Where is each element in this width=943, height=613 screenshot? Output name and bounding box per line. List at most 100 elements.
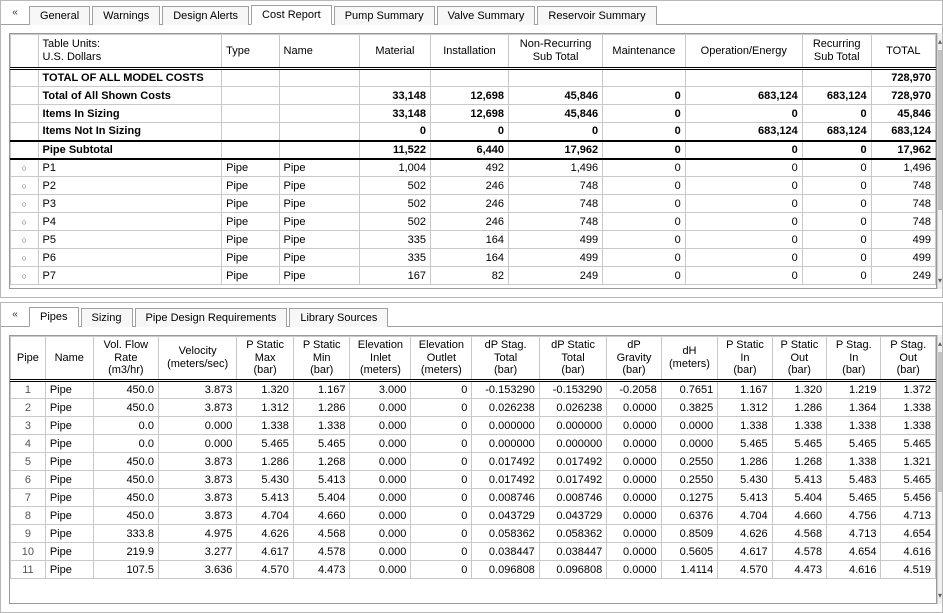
pipes-header-0[interactable]: Pipe — [11, 337, 46, 381]
pipes-r11-c8: 0.096808 — [472, 561, 539, 579]
collapse-top-icon[interactable]: « — [5, 4, 25, 24]
cost-row-P2-c0[interactable]: ○ — [11, 177, 39, 195]
cost-row-P1-c0[interactable]: ○ — [11, 159, 39, 177]
cost-header-3[interactable]: Name — [279, 35, 359, 69]
pipes-header-11[interactable]: dH(meters) — [661, 337, 718, 381]
pipes-r8-c6: 0.000 — [350, 507, 411, 525]
pipes-r9-c0[interactable]: 9 — [11, 525, 46, 543]
bottom-tab-strip: « PipesSizingPipe Design RequirementsLib… — [1, 303, 942, 327]
pipes-r3-c0[interactable]: 3 — [11, 417, 46, 435]
pipes-r7-c9: 0.008746 — [539, 489, 606, 507]
cost-row-P6-c4: 335 — [359, 249, 430, 267]
pipes-grid[interactable]: PipeNameVol. FlowRate(m3/hr)Velocity(met… — [9, 335, 937, 604]
cost-row-P6-c0[interactable]: ○ — [11, 249, 39, 267]
cost-row-P6-c2: Pipe — [222, 249, 279, 267]
pipes-r4-c0[interactable]: 4 — [11, 435, 46, 453]
pipes-r4-c9: 0.000000 — [539, 435, 606, 453]
cost-row-P7-c8: 0 — [685, 267, 802, 285]
cost-row-P4-c8: 0 — [685, 213, 802, 231]
scroll-down-icon[interactable]: ▾ — [938, 587, 942, 604]
cost-row-P5-c5: 164 — [430, 231, 508, 249]
pipes-r10-c0[interactable]: 10 — [11, 543, 46, 561]
bottom-tab-sizing[interactable]: Sizing — [81, 308, 133, 327]
scroll-thumb[interactable] — [938, 352, 942, 492]
cost-header-9[interactable]: RecurringSub Total — [802, 35, 871, 69]
top-tab-strip: « GeneralWarningsDesign AlertsCost Repor… — [1, 1, 942, 25]
cost-header-2[interactable]: Type — [222, 35, 279, 69]
pipes-r5-c12: 1.286 — [718, 453, 772, 471]
pipes-header-14[interactable]: P Stag.In(bar) — [827, 337, 881, 381]
pipes-header-9[interactable]: dP StaticTotal(bar) — [539, 337, 606, 381]
cost-row-P3-c0[interactable]: ○ — [11, 195, 39, 213]
top-tab-warnings[interactable]: Warnings — [92, 6, 160, 25]
cost-header-4[interactable]: Material — [359, 35, 430, 69]
pipes-r6-c9: 0.017492 — [539, 471, 606, 489]
cost-header-1[interactable]: Table Units:U.S. Dollars — [38, 35, 222, 69]
pipes-header-12[interactable]: P StaticIn(bar) — [718, 337, 772, 381]
pipes-r6-c0[interactable]: 6 — [11, 471, 46, 489]
cost-row-P3-c7: 0 — [603, 195, 686, 213]
cost-summary-r3-c10: 683,124 — [871, 123, 935, 141]
bottom-tab-pipe-design-requirements[interactable]: Pipe Design Requirements — [135, 308, 288, 327]
top-tab-general[interactable]: General — [29, 6, 90, 25]
cost-row-P7-c1: P7 — [38, 267, 222, 285]
pipes-header-2[interactable]: Vol. FlowRate(m3/hr) — [93, 337, 158, 381]
scroll-up-icon[interactable]: ▴ — [938, 335, 942, 352]
top-tab-pump-summary[interactable]: Pump Summary — [334, 6, 435, 25]
top-tab-cost-report[interactable]: Cost Report — [251, 5, 332, 25]
pipes-r7-c3: 3.873 — [158, 489, 236, 507]
pipes-r7-c1: Pipe — [45, 489, 93, 507]
pipes-r2-c15: 1.338 — [881, 399, 936, 417]
top-tab-valve-summary[interactable]: Valve Summary — [437, 6, 536, 25]
pipes-r2-c5: 1.286 — [293, 399, 350, 417]
cost-row-P1-c4: 1,004 — [359, 159, 430, 177]
collapse-bottom-icon[interactable]: « — [5, 306, 25, 326]
pipes-header-3[interactable]: Velocity(meters/sec) — [158, 337, 236, 381]
bottom-tab-library-sources[interactable]: Library Sources — [289, 308, 388, 327]
bottom-vertical-scrollbar[interactable]: ▴ ▾ — [937, 335, 942, 604]
pipes-header-5[interactable]: P StaticMin(bar) — [293, 337, 350, 381]
scroll-thumb[interactable] — [938, 50, 942, 210]
pipes-r11-c9: 0.096808 — [539, 561, 606, 579]
pipes-r8-c13: 4.660 — [772, 507, 826, 525]
bottom-tab-pipes[interactable]: Pipes — [29, 307, 79, 327]
cost-summary-r3-c8: 683,124 — [685, 123, 802, 141]
cost-header-5[interactable]: Installation — [430, 35, 508, 69]
pipes-header-13[interactable]: P StaticOut(bar) — [772, 337, 826, 381]
pipes-r11-c0[interactable]: 11 — [11, 561, 46, 579]
pipes-r8-c0[interactable]: 8 — [11, 507, 46, 525]
pipes-r5-c1: Pipe — [45, 453, 93, 471]
cost-report-grid[interactable]: Table Units:U.S. DollarsTypeNameMaterial… — [9, 33, 937, 289]
cost-header-0[interactable] — [11, 35, 39, 69]
top-tab-design-alerts[interactable]: Design Alerts — [162, 6, 249, 25]
top-vertical-scrollbar[interactable]: ▴ ▾ — [937, 33, 942, 289]
cost-row-P7-c0[interactable]: ○ — [11, 267, 39, 285]
pipes-header-6[interactable]: ElevationInlet(meters) — [350, 337, 411, 381]
pipes-r8-c2: 450.0 — [93, 507, 158, 525]
pipes-header-10[interactable]: dPGravity(bar) — [607, 337, 661, 381]
scroll-up-icon[interactable]: ▴ — [938, 33, 942, 50]
pipes-r6-c8: 0.017492 — [472, 471, 539, 489]
cost-header-7[interactable]: Maintenance — [603, 35, 686, 69]
cost-row-P7-c3: Pipe — [279, 267, 359, 285]
pipes-r8-c4: 4.704 — [237, 507, 294, 525]
pipes-r3-c15: 1.338 — [881, 417, 936, 435]
cost-row-P5-c0[interactable]: ○ — [11, 231, 39, 249]
pipes-header-15[interactable]: P Stag.Out(bar) — [881, 337, 936, 381]
pipes-r2-c0[interactable]: 2 — [11, 399, 46, 417]
pipes-r2-c7: 0 — [411, 399, 472, 417]
pipes-r7-c0[interactable]: 7 — [11, 489, 46, 507]
scroll-down-icon[interactable]: ▾ — [938, 272, 942, 289]
cost-header-6[interactable]: Non-RecurringSub Total — [509, 35, 603, 69]
pipes-header-8[interactable]: dP Stag.Total(bar) — [472, 337, 539, 381]
cost-header-10[interactable]: TOTAL — [871, 35, 935, 69]
pipes-r1-c0[interactable]: 1 — [11, 381, 46, 399]
top-tab-reservoir-summary[interactable]: Reservoir Summary — [537, 6, 656, 25]
pipes-header-4[interactable]: P StaticMax(bar) — [237, 337, 294, 381]
cost-header-8[interactable]: Operation/Energy — [685, 35, 802, 69]
cost-row-P4-c0[interactable]: ○ — [11, 213, 39, 231]
pipes-r5-c0[interactable]: 5 — [11, 453, 46, 471]
pipes-header-7[interactable]: ElevationOutlet(meters) — [411, 337, 472, 381]
cost-row-P5-c4: 335 — [359, 231, 430, 249]
pipes-header-1[interactable]: Name — [45, 337, 93, 381]
